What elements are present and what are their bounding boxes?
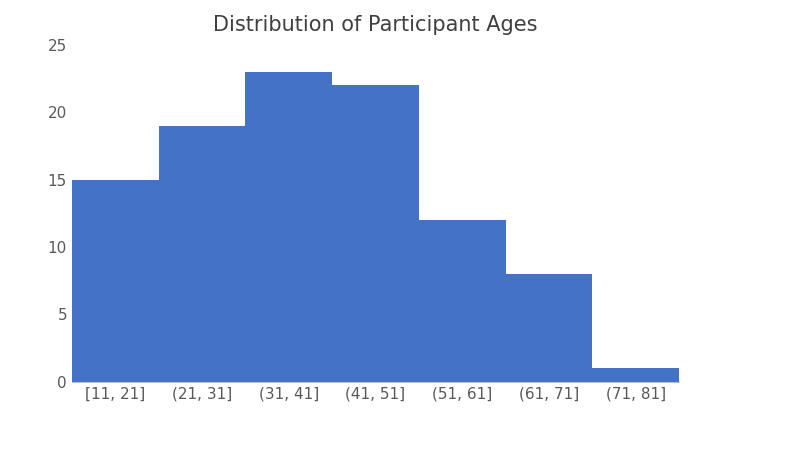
Bar — [332, 85, 419, 382]
Bar — [419, 220, 506, 382]
Bar — [506, 274, 592, 382]
Bar — [72, 180, 159, 382]
Title: Distribution of Participant Ages: Distribution of Participant Ages — [213, 15, 538, 35]
Bar — [245, 72, 332, 382]
Bar — [592, 368, 679, 382]
Bar — [159, 126, 245, 382]
